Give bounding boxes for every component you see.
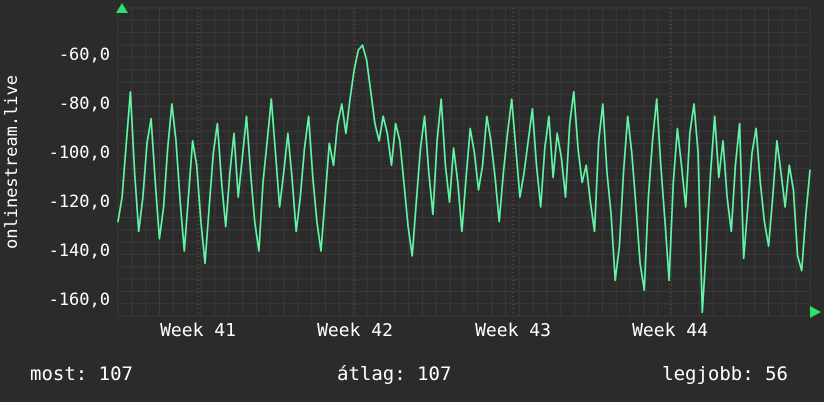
x-tick-label-week42: Week 42 (317, 320, 393, 341)
x-tick-label-week43: Week 43 (475, 320, 551, 341)
y-tick-label: -120,0 (48, 192, 110, 212)
x-tick-label-week41: Week 41 (160, 320, 236, 341)
y-tick-label: -60,0 (58, 45, 110, 65)
y-tick-label: -100,0 (48, 143, 110, 163)
x-tick-label-week44: Week 44 (632, 320, 708, 341)
stat-average: átlag: 107 (337, 363, 452, 385)
y-tick-label: -140,0 (48, 241, 110, 261)
y-tick-label: -80,0 (58, 94, 110, 114)
y-tick-label: -160,0 (48, 290, 110, 310)
stat-best: legjobb: 56 (662, 363, 788, 385)
stat-current: most: 107 (30, 363, 133, 385)
